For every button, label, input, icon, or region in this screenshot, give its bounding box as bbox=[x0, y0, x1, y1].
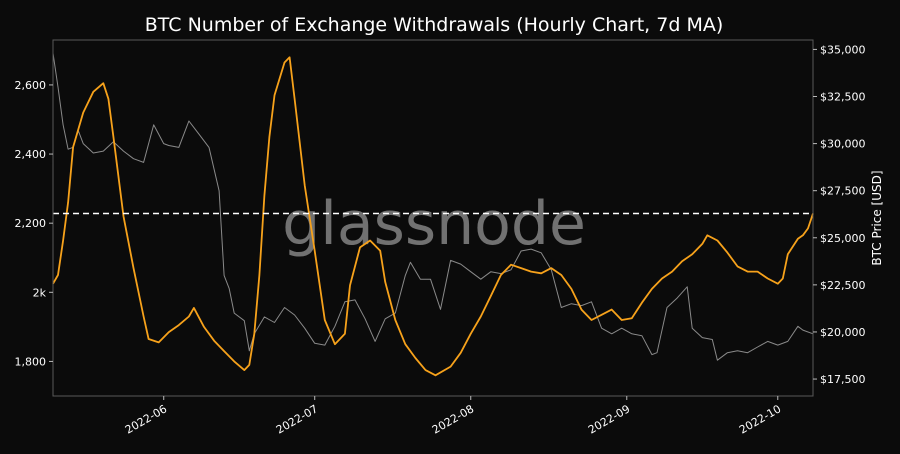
right-tick-label: $25,000 bbox=[820, 232, 866, 245]
right-tick-label: $20,000 bbox=[820, 326, 866, 339]
left-tick-label: 2,200 bbox=[15, 217, 47, 230]
chart-title: BTC Number of Exchange Withdrawals (Hour… bbox=[145, 14, 724, 36]
right-tick-label: $27,500 bbox=[820, 185, 866, 198]
exchange-withdrawals-line bbox=[52, 56, 814, 377]
right-tick-label: $30,000 bbox=[820, 138, 866, 151]
right-tick-label: $22,500 bbox=[820, 279, 866, 292]
right-axis-label: BTC Price [USD] bbox=[870, 170, 884, 265]
left-tick-label: 2,600 bbox=[15, 79, 47, 92]
btc-price-line bbox=[52, 53, 814, 361]
left-tick-label: 2,400 bbox=[15, 148, 47, 161]
left-tick-label: 2k bbox=[33, 286, 47, 299]
series-layer bbox=[52, 53, 814, 377]
left-tick-label: 1,800 bbox=[15, 355, 47, 368]
plot-frame bbox=[52, 39, 814, 397]
right-tick-label: $32,500 bbox=[820, 91, 866, 104]
right-tick-label: $17,500 bbox=[820, 373, 866, 386]
watermark: glassnode bbox=[282, 189, 586, 259]
right-tick-label: $35,000 bbox=[820, 43, 866, 56]
